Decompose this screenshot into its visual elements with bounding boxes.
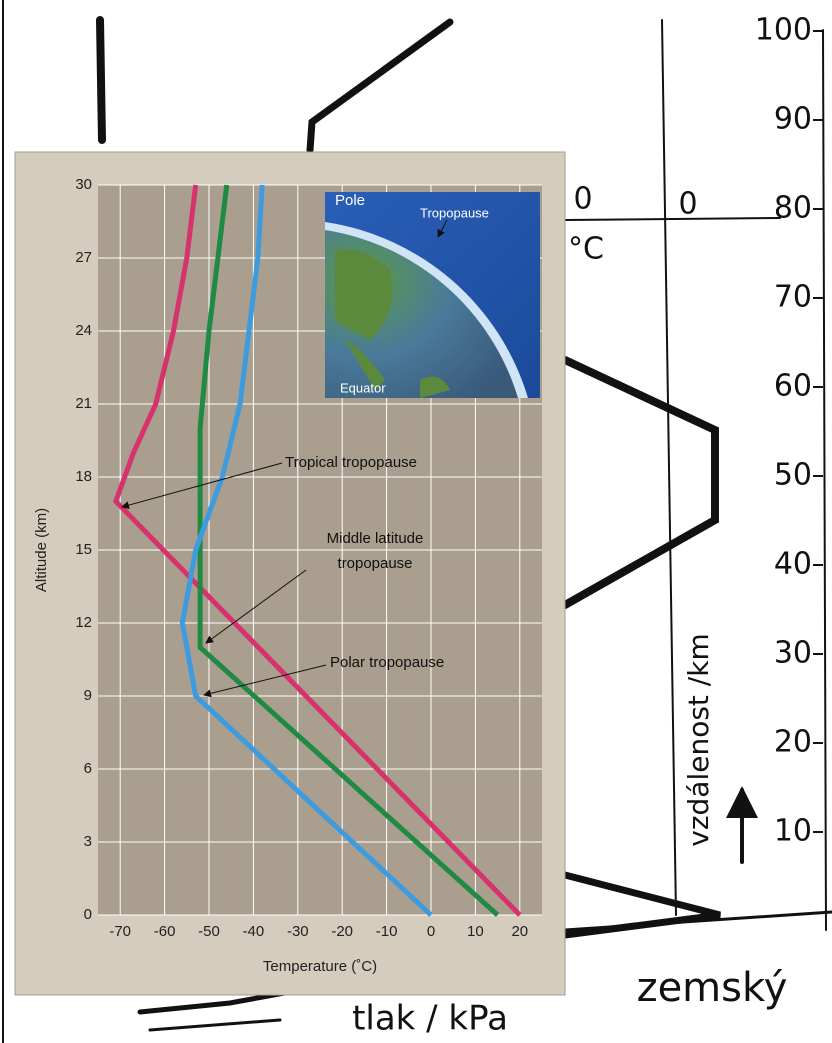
- x-tick-label: 20: [511, 923, 528, 940]
- zero-label: 0: [573, 182, 592, 217]
- scale-tick-label: 100: [755, 13, 812, 48]
- scale-title: vzdálenost /km: [682, 633, 715, 846]
- y-tick-label: 24: [75, 322, 92, 339]
- scale-tick-label: 30: [774, 636, 812, 671]
- inset: [325, 192, 540, 398]
- page: vzdálenost /km 0 0 °C zemský tlak / kPa …: [0, 0, 832, 1043]
- x-axis-label: Temperature (˚C): [263, 958, 377, 975]
- x-tick-label: -20: [331, 923, 353, 940]
- zero-label: 0: [678, 187, 697, 222]
- y-tick-label: 15: [75, 541, 92, 558]
- scale-tick-label: 70: [774, 280, 812, 315]
- y-tick-label: 30: [75, 176, 92, 193]
- scale-tick-label: 20: [774, 725, 812, 760]
- annotation: Tropical tropopause: [285, 454, 417, 471]
- pressure-label: tlak / kPa: [352, 999, 508, 1039]
- scale-tick-label: 40: [774, 547, 812, 582]
- inset-label: Pole: [335, 192, 365, 209]
- y-tick-label: 21: [75, 395, 92, 412]
- y-tick-label: 3: [84, 833, 92, 850]
- scale-tick-label: 90: [774, 102, 812, 137]
- x-tick-label: 10: [467, 923, 484, 940]
- x-tick-label: -30: [287, 923, 309, 940]
- y-tick-label: 12: [75, 614, 92, 631]
- y-tick-label: 9: [84, 687, 92, 704]
- scale-tick-label: 10: [774, 814, 812, 849]
- annotation: Polar tropopause: [330, 654, 444, 671]
- x-tick-label: -60: [154, 923, 176, 940]
- y-tick-label: 0: [84, 906, 92, 923]
- annotation: tropopause: [337, 555, 412, 572]
- inset-label: Equator: [340, 380, 386, 395]
- y-tick-label: 27: [75, 249, 92, 266]
- scale-tick-label: 50: [774, 458, 812, 493]
- x-tick-label: -50: [198, 923, 220, 940]
- annotation: Middle latitude: [327, 530, 424, 547]
- surface-label: zemský: [637, 965, 788, 1011]
- x-tick-label: -70: [109, 923, 131, 940]
- x-tick-label: 0: [427, 923, 435, 940]
- y-tick-label: 18: [75, 468, 92, 485]
- scale-tick-label: 60: [774, 369, 812, 404]
- scale-tick-label: 80: [774, 191, 812, 226]
- unit-label: °C: [568, 232, 604, 267]
- y-tick-label: 6: [84, 760, 92, 777]
- y-axis-label: Altitude (km): [33, 508, 50, 592]
- x-tick-label: -40: [243, 923, 265, 940]
- x-tick-label: -10: [376, 923, 398, 940]
- inset-label: Tropopause: [420, 205, 489, 220]
- background-scale: 100 90 80 70 60 50 40 30 20 10: [755, 13, 823, 849]
